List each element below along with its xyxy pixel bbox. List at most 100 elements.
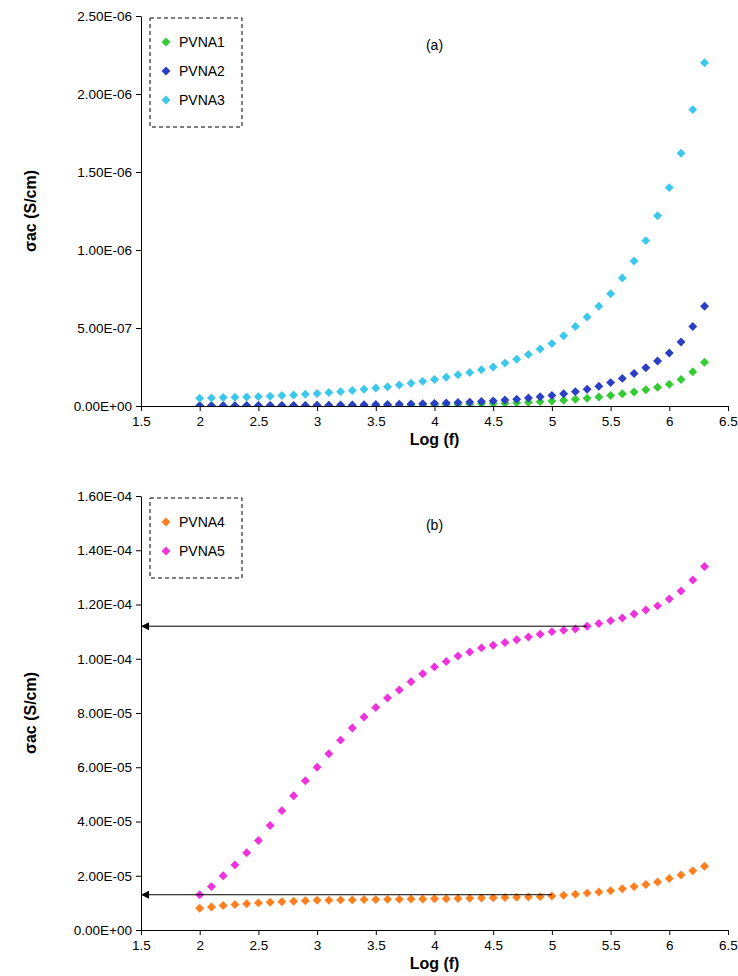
point bbox=[641, 880, 650, 889]
point bbox=[371, 401, 380, 406]
point bbox=[313, 896, 322, 905]
point bbox=[371, 895, 380, 904]
tick-label: 5 bbox=[549, 938, 557, 953]
point bbox=[254, 836, 263, 845]
tick: 6.5 bbox=[719, 406, 738, 429]
point bbox=[583, 394, 592, 403]
figure: 1.522.533.544.555.566.50.00E+005.00E-071… bbox=[0, 0, 738, 976]
point bbox=[630, 882, 639, 891]
point bbox=[641, 385, 650, 394]
point bbox=[371, 400, 380, 406]
point bbox=[641, 605, 650, 614]
point bbox=[207, 882, 216, 891]
tick-label: 1.00E-04 bbox=[77, 652, 132, 667]
point bbox=[407, 379, 416, 388]
point bbox=[465, 398, 474, 406]
tick: 3 bbox=[314, 406, 322, 429]
point bbox=[571, 890, 580, 899]
tick: 1.00E-06 bbox=[77, 243, 141, 258]
series bbox=[195, 862, 709, 913]
point bbox=[653, 211, 662, 220]
point bbox=[207, 902, 216, 911]
tick: 4 bbox=[431, 406, 439, 429]
tick-label: 4 bbox=[431, 414, 439, 429]
point bbox=[348, 723, 357, 732]
tick-mark bbox=[136, 16, 141, 17]
point bbox=[512, 893, 521, 902]
point bbox=[348, 386, 357, 395]
point bbox=[500, 396, 509, 405]
x-axis: 1.522.533.544.555.566.5 bbox=[132, 930, 738, 953]
point bbox=[348, 400, 357, 406]
point bbox=[301, 776, 310, 785]
point bbox=[407, 677, 416, 686]
point bbox=[336, 401, 345, 406]
point bbox=[688, 105, 697, 114]
point bbox=[688, 322, 697, 331]
point bbox=[477, 365, 486, 374]
legend-label: PVNA2 bbox=[179, 63, 225, 79]
point bbox=[266, 401, 275, 406]
tick: 2.5 bbox=[250, 406, 269, 429]
tick: 1.5 bbox=[132, 930, 151, 953]
point bbox=[571, 395, 580, 404]
point bbox=[360, 385, 369, 394]
point bbox=[559, 331, 568, 340]
point bbox=[395, 895, 404, 904]
arrow bbox=[141, 626, 587, 627]
point bbox=[653, 601, 662, 610]
tick-mark bbox=[200, 406, 201, 411]
point bbox=[688, 576, 697, 585]
point bbox=[606, 289, 615, 298]
tick-label: 3.5 bbox=[367, 414, 386, 429]
tick: 5.5 bbox=[602, 406, 621, 429]
point bbox=[277, 401, 286, 406]
point bbox=[430, 894, 439, 903]
point bbox=[219, 393, 228, 402]
point bbox=[207, 393, 216, 402]
tick: 2 bbox=[196, 406, 204, 429]
tick-mark bbox=[136, 930, 141, 931]
point bbox=[230, 900, 239, 909]
axis-line bbox=[141, 17, 142, 407]
point bbox=[665, 380, 674, 389]
point bbox=[665, 874, 674, 883]
tick: 6.5 bbox=[719, 930, 738, 953]
series bbox=[195, 358, 709, 406]
tick: 5.5 bbox=[602, 930, 621, 953]
point bbox=[442, 399, 451, 406]
y-axis: 0.00E+005.00E-071.00E-061.50E-062.00E-06… bbox=[74, 9, 142, 414]
point bbox=[536, 392, 545, 401]
point bbox=[418, 377, 427, 386]
point bbox=[618, 374, 627, 383]
point bbox=[324, 401, 333, 406]
point bbox=[219, 401, 228, 406]
tick-label: 1.5 bbox=[132, 938, 151, 953]
point bbox=[407, 895, 416, 904]
legend-marker bbox=[162, 67, 171, 76]
point bbox=[430, 662, 439, 671]
point bbox=[360, 895, 369, 904]
point bbox=[512, 395, 521, 404]
point bbox=[618, 274, 627, 283]
tick: 8.00E-05 bbox=[77, 706, 141, 721]
point bbox=[677, 586, 686, 595]
point bbox=[653, 357, 662, 366]
point bbox=[383, 895, 392, 904]
point bbox=[254, 392, 263, 401]
panel-title: (b) bbox=[426, 517, 443, 533]
tick-mark bbox=[136, 659, 141, 660]
tick-mark bbox=[493, 930, 494, 935]
tick: 1.50E-06 bbox=[77, 165, 141, 180]
point bbox=[266, 392, 275, 401]
point bbox=[500, 638, 509, 647]
tick-mark bbox=[136, 876, 141, 877]
tick-mark bbox=[136, 250, 141, 251]
point bbox=[289, 401, 298, 406]
point bbox=[524, 350, 533, 359]
tick-label: 6.00E-05 bbox=[77, 760, 132, 775]
point bbox=[618, 884, 627, 893]
point bbox=[219, 901, 228, 910]
point bbox=[653, 383, 662, 392]
point bbox=[606, 886, 615, 895]
